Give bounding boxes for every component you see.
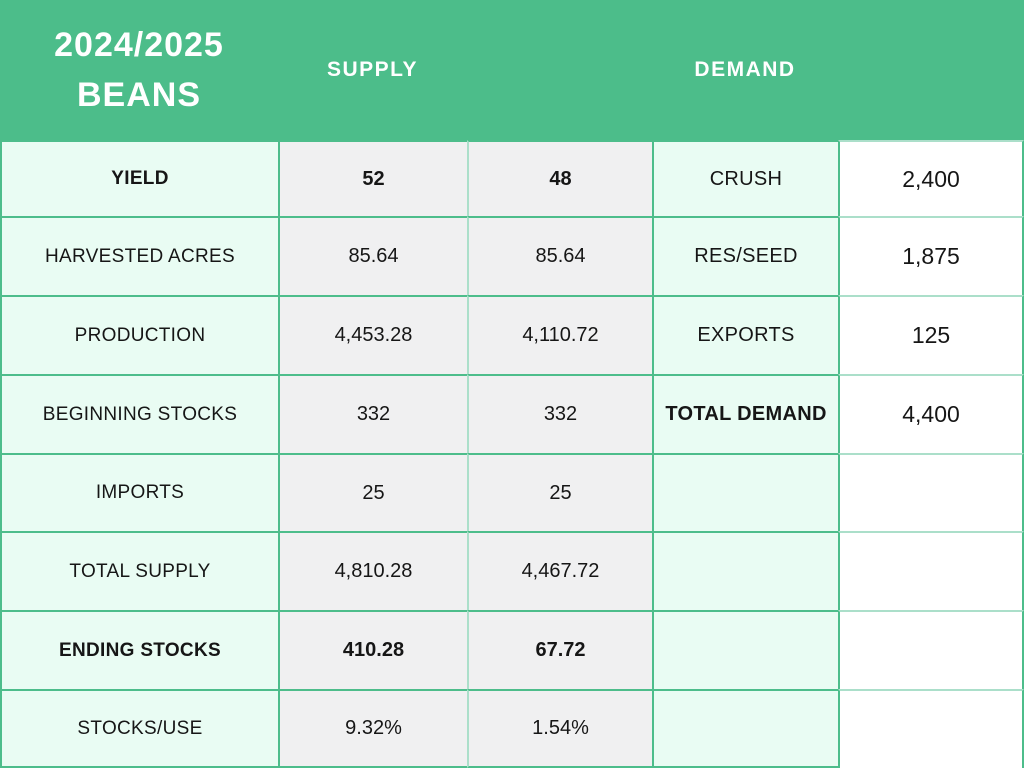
- demand-label-empty: [652, 610, 838, 689]
- supply-value-2: 332: [467, 374, 652, 453]
- supply-value-1: 25: [278, 453, 467, 531]
- supply-group-header: SUPPLY: [278, 0, 467, 140]
- demand-group-label: DEMAND: [694, 58, 796, 81]
- demand-value-empty: [838, 610, 1024, 689]
- supply-group-label: SUPPLY: [326, 58, 419, 81]
- supply-value-1: 332: [278, 374, 467, 453]
- table-title-line1: 2024/2025: [54, 26, 224, 64]
- demand-value-empty: [838, 453, 1024, 531]
- demand-label-empty: [652, 531, 838, 610]
- row-label-stocks-use: STOCKS/USE: [0, 689, 278, 768]
- supply-value-1: 4,810.28: [278, 531, 467, 610]
- row-label-ending-stocks: ENDING STOCKS: [0, 610, 278, 689]
- row-label-total-supply: TOTAL SUPPLY: [0, 531, 278, 610]
- table-title-cell: 2024/2025 BEANS: [0, 0, 278, 140]
- supply-value-2: 25: [467, 453, 652, 531]
- supply-value-1: 85.64: [278, 216, 467, 295]
- demand-label-exports: EXPORTS: [652, 295, 838, 374]
- header-spacer-2: [838, 0, 1024, 140]
- table-title-line2: BEANS: [76, 76, 202, 114]
- row-label-harvested-acres: HARVESTED ACRES: [0, 216, 278, 295]
- supply-value-2: 4,467.72: [467, 531, 652, 610]
- row-label-production: PRODUCTION: [0, 295, 278, 374]
- supply-value-2: 85.64: [467, 216, 652, 295]
- demand-group-header: DEMAND: [652, 0, 838, 140]
- demand-label-res-seed: RES/SEED: [652, 216, 838, 295]
- demand-value: 2,400: [838, 140, 1024, 216]
- demand-label-empty: [652, 689, 838, 768]
- supply-value-2: 1.54%: [467, 689, 652, 768]
- row-label-yield: YIELD: [0, 140, 278, 216]
- supply-value-2: 67.72: [467, 610, 652, 689]
- supply-value-1: 410.28: [278, 610, 467, 689]
- supply-value-2: 4,110.72: [467, 295, 652, 374]
- demand-label-total-demand: TOTAL DEMAND: [652, 374, 838, 453]
- demand-value-empty: [838, 531, 1024, 610]
- supply-value-1: 4,453.28: [278, 295, 467, 374]
- demand-value: 1,875: [838, 216, 1024, 295]
- demand-value: 4,400: [838, 374, 1024, 453]
- demand-value: 125: [838, 295, 1024, 374]
- demand-label-crush: CRUSH: [652, 140, 838, 216]
- supply-value-2: 48: [467, 140, 652, 216]
- row-label-beginning-stocks: BEGINNING STOCKS: [0, 374, 278, 453]
- supply-value-1: 9.32%: [278, 689, 467, 768]
- header-spacer-1: [467, 0, 652, 140]
- supply-value-1: 52: [278, 140, 467, 216]
- row-label-imports: IMPORTS: [0, 453, 278, 531]
- demand-label-empty: [652, 453, 838, 531]
- demand-value-empty: [838, 689, 1024, 768]
